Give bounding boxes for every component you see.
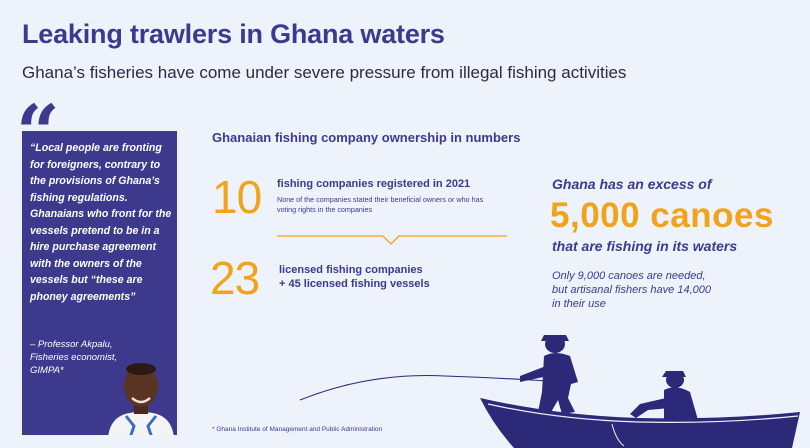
author-name: – Professor Akpalu, (30, 339, 113, 350)
stat2-title-line2: + 45 licensed fishing vessels (279, 278, 430, 290)
canoe-note-line1: Only 9,000 canoes are needed, (552, 270, 706, 282)
quote-panel (22, 131, 177, 435)
section-divider (277, 235, 507, 245)
quote-author: – Professor Akpalu, Fisheries economist,… (30, 338, 160, 377)
stat2-number: 23 (210, 252, 260, 304)
canoe-note-line3: in their use (552, 298, 606, 310)
quote-mark-icon: “ (16, 88, 60, 177)
ownership-heading: Ghanaian fishing company ownership in nu… (212, 130, 521, 145)
stat2-title-line1: licensed fishing companies (279, 264, 423, 276)
canoe-tail: that are fishing in its waters (552, 238, 738, 254)
canoe-lead: Ghana has an excess of (552, 176, 712, 192)
footnote: * Ghana Institute of Management and Publ… (212, 426, 383, 433)
canoe-note-line2: but artisanal fishers have 14,000 (552, 284, 711, 296)
author-role: Fisheries economist, (30, 352, 118, 363)
page-title: Leaking trawlers in Ghana waters (22, 19, 445, 49)
author-org: GIMPA* (30, 365, 64, 376)
canoe-note: Only 9,000 canoes are needed, but artisa… (552, 269, 752, 311)
quote-text: “Local people are fronting for foreigner… (30, 142, 172, 303)
stat1-note: None of the companies stated their benef… (277, 195, 484, 214)
canoe-highlight: 5,000 canoes (550, 196, 774, 235)
author-portrait (108, 363, 174, 435)
page-subtitle: Ghana’s fisheries have come under severe… (22, 63, 627, 82)
stat1-number: 10 (212, 171, 262, 223)
stat1-title: fishing companies registered in 2021 (277, 178, 471, 190)
